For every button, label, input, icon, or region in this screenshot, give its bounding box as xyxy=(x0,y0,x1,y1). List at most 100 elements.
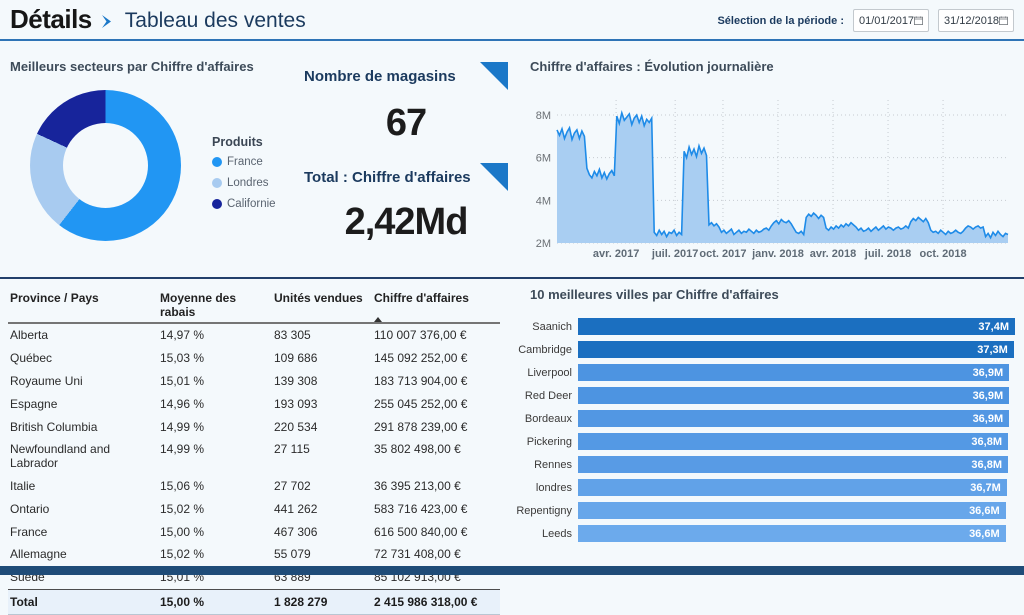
bar-chart: Saanich 37,4M Cambridge 37,3M Liverpool 36,9M… xyxy=(510,315,1015,545)
bar-fill[interactable]: 36,6M xyxy=(578,525,1006,542)
table-total-cell: 2 415 986 318,00 € xyxy=(374,594,478,609)
table-row[interactable]: Royaume Uni 15,01 % 139 308 183 713 904,00 … xyxy=(8,370,500,393)
kpi-panel: Nombre de magasins 67 Total : Chiffre d'… xyxy=(290,43,520,275)
table-cell: 55 079 xyxy=(274,547,311,562)
column-header-4[interactable]: Chiffre d'affaires xyxy=(372,283,500,322)
donut-legend: Produits France Londres Californie xyxy=(212,135,276,219)
legend-items: France Londres Californie xyxy=(212,156,276,210)
bar-row-saanich[interactable]: Saanich 37,4M xyxy=(510,315,1015,338)
table-row[interactable]: France 15,00 % 467 306 616 500 840,00 € xyxy=(8,520,500,543)
table-row[interactable]: Alberta 14,97 % 83 305 110 007 376,00 € xyxy=(8,324,500,347)
bar-row-cambridge[interactable]: Cambridge 37,3M xyxy=(510,338,1015,361)
period-slicer: Sélection de la période : 01/01/2017 31/… xyxy=(717,0,1014,41)
bar-fill[interactable]: 36,9M xyxy=(578,387,1010,404)
bar-track: 36,8M xyxy=(578,433,1015,450)
table-cell: Ontario xyxy=(10,501,50,516)
area-fill xyxy=(557,112,1008,244)
calendar-icon[interactable] xyxy=(914,15,923,26)
donut-panel: Meilleurs secteurs par Chiffre d'affaire… xyxy=(0,43,290,275)
bar-fill[interactable]: 36,9M xyxy=(578,410,1010,427)
table-row[interactable]: Italie 15,06 % 27 702 36 395 213,00 € xyxy=(8,475,500,498)
bar-fill[interactable]: 36,7M xyxy=(578,479,1007,496)
bar-category-label: Rennes xyxy=(534,458,572,471)
y-axis-tick: 2M xyxy=(536,238,551,250)
table-header-row: Province / Pays Moyenne des rabais Unités … xyxy=(8,283,500,324)
date-to-input[interactable]: 31/12/2018 xyxy=(938,9,1014,32)
bar-category-label: Saanich xyxy=(532,320,572,333)
date-from-input[interactable]: 01/01/2017 xyxy=(853,9,929,32)
table-cell: 15,02 % xyxy=(160,501,205,516)
legend-dot-icon xyxy=(212,199,222,209)
calendar-icon[interactable] xyxy=(999,15,1008,26)
table-cell: 183 713 904,00 € xyxy=(374,373,468,388)
table-cell: 14,96 % xyxy=(160,396,205,411)
corner-triangle-icon xyxy=(480,62,508,90)
table-cell: France xyxy=(10,524,48,539)
area-chart[interactable]: 8M 6M 4M 2M avr. 2017 juil. 2017 oct. 2017 janv… xyxy=(536,95,1014,265)
bar-fill[interactable]: 37,4M xyxy=(578,318,1015,335)
bar-row-londres[interactable]: londres 36,7M xyxy=(510,476,1015,499)
bar-fill[interactable]: 36,6M xyxy=(578,502,1006,519)
table-row[interactable]: Québec 15,03 % 109 686 145 092 252,00 € xyxy=(8,347,500,370)
kpi-value: 2,42Md xyxy=(344,201,469,243)
legend-item-france[interactable]: France xyxy=(212,156,276,168)
x-axis-tick: oct. 2017 xyxy=(699,248,746,260)
table-cell: 83 305 xyxy=(274,328,311,343)
bar-track: 36,6M xyxy=(578,502,1015,519)
bar-row-leeds[interactable]: Leeds 36,6M xyxy=(510,522,1015,545)
y-axis-tick: 8M xyxy=(536,110,551,122)
table-cell: 35 802 498,00 € xyxy=(374,442,461,457)
x-axis-tick: juil. 2017 xyxy=(651,248,698,260)
bar-fill[interactable]: 36,8M xyxy=(578,456,1008,473)
section-divider xyxy=(0,277,1024,279)
table-cell: 467 306 xyxy=(274,524,318,539)
legend-label: France xyxy=(227,156,263,168)
table-cell: 15,06 % xyxy=(160,479,205,494)
legend-title: Produits xyxy=(212,135,263,149)
period-slicer-label: Sélection de la période : xyxy=(717,14,844,27)
donut-title: Meilleurs secteurs par Chiffre d'affaire… xyxy=(10,59,254,74)
bar-chart-panel: 10 meilleures villes par Chiffre d'affai… xyxy=(510,281,1024,561)
kpi-card-chiffre-affaires: Total : Chiffre d'affaires 2,42Md xyxy=(304,163,508,244)
table-cell: 255 045 252,00 € xyxy=(374,396,468,411)
table-cell: British Columbia xyxy=(10,419,98,434)
bar-row-bordeaux[interactable]: Bordeaux 36,9M xyxy=(510,407,1015,430)
bar-fill[interactable]: 37,3M xyxy=(578,341,1014,358)
bar-fill[interactable]: 36,8M xyxy=(578,433,1008,450)
legend-item-londres[interactable]: Londres xyxy=(212,177,276,189)
area-chart-title: Chiffre d'affaires : Évolution journaliè… xyxy=(530,59,774,74)
bar-value-label: 36,8M xyxy=(971,458,1002,471)
table-row[interactable]: Ontario 15,02 % 441 262 583 716 423,00 € xyxy=(8,497,500,520)
bar-row-pickering[interactable]: Pickering 36,8M xyxy=(510,430,1015,453)
y-axis-tick: 4M xyxy=(536,195,551,207)
bar-value-label: 36,9M xyxy=(972,366,1004,379)
corner-triangle-icon xyxy=(480,163,508,191)
bar-track: 37,3M xyxy=(578,341,1015,358)
footer-bar xyxy=(0,566,1024,575)
legend-item-californie[interactable]: Californie xyxy=(212,198,276,210)
table-row[interactable]: Allemagne 15,02 % 55 079 72 731 408,00 € xyxy=(8,543,500,566)
table-cell: 291 878 239,00 € xyxy=(374,419,468,434)
bar-row-liverpool[interactable]: Liverpool 36,9M xyxy=(510,361,1015,384)
kpi-value: 67 xyxy=(385,102,427,144)
table-total-row[interactable]: Total 15,00 % 1 828 279 2 415 986 318,00 € xyxy=(8,588,500,615)
bar-row-repentigny[interactable]: Repentigny 36,6M xyxy=(510,499,1015,522)
table-row[interactable]: Newfoundland and Labrador 14,99 % 27 115 35… xyxy=(8,438,500,475)
date-from-value: 01/01/2017 xyxy=(859,14,915,27)
table-row[interactable]: Espagne 14,96 % 193 093 255 045 252,00 € xyxy=(8,392,500,415)
column-header-3[interactable]: Unités vendues xyxy=(274,291,363,305)
bar-track: 36,9M xyxy=(578,410,1015,427)
table-cell: 145 092 252,00 € xyxy=(374,351,468,366)
bar-fill[interactable]: 36,9M xyxy=(578,364,1010,381)
bar-category-label: Liverpool xyxy=(527,366,572,379)
table-cell: 15,02 % xyxy=(160,547,205,562)
bar-row-red-deer[interactable]: Red Deer 36,9M xyxy=(510,384,1015,407)
bar-row-rennes[interactable]: Rennes 36,8M xyxy=(510,453,1015,476)
area-chart-panel: Chiffre d'affaires : Évolution journaliè… xyxy=(520,43,1024,277)
table-cell: 616 500 840,00 € xyxy=(374,524,468,539)
donut-chart[interactable] xyxy=(30,90,181,241)
table-row[interactable]: British Columbia 14,99 % 220 534 291 878 23… xyxy=(8,415,500,438)
column-header-1[interactable]: Province / Pays xyxy=(10,291,99,305)
column-header-2[interactable]: Moyenne des rabais xyxy=(160,291,237,319)
table-body: Alberta 14,97 % 83 305 110 007 376,00 € Québ… xyxy=(8,324,500,589)
